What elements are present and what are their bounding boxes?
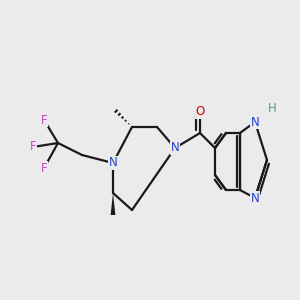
Text: N: N	[250, 116, 260, 128]
Text: N: N	[250, 191, 260, 205]
Text: N: N	[109, 157, 117, 169]
Text: N: N	[171, 142, 179, 154]
Polygon shape	[111, 193, 116, 215]
Text: F: F	[30, 140, 36, 154]
Text: H: H	[268, 101, 276, 115]
Text: F: F	[41, 113, 47, 127]
Text: O: O	[195, 106, 205, 118]
Text: F: F	[41, 161, 47, 175]
